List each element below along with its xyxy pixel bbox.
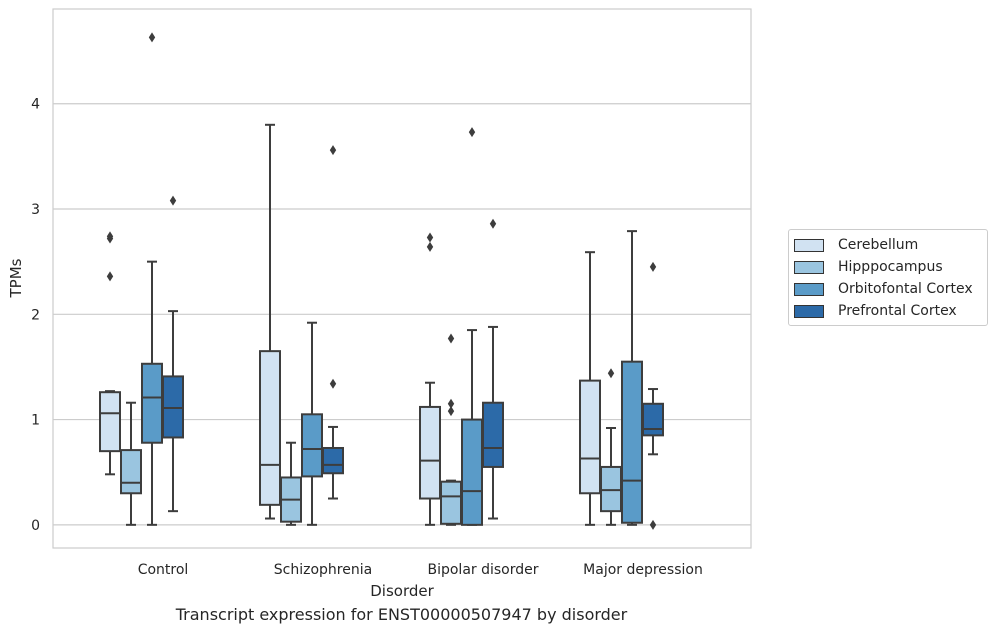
outlier-point <box>468 127 476 138</box>
x-tick-label: Major depression <box>583 562 703 578</box>
box-group <box>642 261 664 530</box>
legend-item-hippocampus: Hipppocampus <box>794 256 943 278</box>
box-iqr <box>579 379 601 495</box>
box-iqr <box>141 362 163 444</box>
box-group <box>99 231 121 476</box>
outlier-point <box>329 378 337 389</box>
outlier-point <box>489 218 497 229</box>
box-iqr <box>621 360 643 524</box>
box-iqr <box>482 401 504 468</box>
outlier-point <box>426 241 434 252</box>
box-group <box>600 368 622 526</box>
outlier-point <box>169 195 177 206</box>
box-group <box>461 127 483 526</box>
outlier-point <box>447 333 455 344</box>
box-group <box>579 251 601 526</box>
box-group <box>259 123 281 520</box>
outlier-point <box>447 406 455 417</box>
y-tick-label: 3 <box>31 202 40 218</box>
y-tick-label: 2 <box>31 307 40 323</box>
outlier-point <box>607 368 615 379</box>
boxes <box>99 32 664 530</box>
box-group <box>482 218 504 520</box>
legend-swatch-cerebellum <box>794 238 824 252</box>
y-tick-label: 0 <box>31 518 40 534</box>
box-iqr <box>419 405 441 500</box>
box-iqr <box>600 465 622 513</box>
y-tick-label: 1 <box>31 413 40 429</box>
legend-label: Cerebellum <box>838 237 919 253</box>
box-iqr <box>440 480 462 525</box>
legend-swatch-hippocampus <box>794 260 824 274</box>
x-tick-label: Bipolar disorder <box>427 562 538 578</box>
legend-label: Orbitofontal Cortex <box>838 281 973 297</box>
y-axis-ticks: 0 1 2 3 4 <box>31 97 40 534</box>
box-iqr <box>322 446 344 475</box>
box-group <box>162 195 184 513</box>
chart-caption: Transcript expression for ENST0000050794… <box>175 605 628 624</box>
box-group <box>120 401 142 526</box>
outlier-point <box>106 231 114 242</box>
x-tick-label: Schizophrenia <box>274 562 372 578</box>
outlier-point <box>426 232 434 243</box>
legend: Cerebellum Hipppocampus Orbitofontal Cor… <box>788 229 988 326</box>
box-iqr <box>461 418 483 526</box>
box-group <box>419 232 441 526</box>
x-axis-title: Disorder <box>370 582 434 600</box>
x-tick-label: Control <box>138 562 189 578</box>
outlier-point <box>106 271 114 282</box>
box-iqr <box>642 402 664 437</box>
outlier-point <box>148 32 156 43</box>
x-axis-ticks: Control Schizophrenia Bipolar disorder Majo… <box>138 562 703 578</box>
legend-item-cerebellum: Cerebellum <box>794 234 918 256</box>
legend-item-orbitofrontal: Orbitofontal Cortex <box>794 278 973 300</box>
box-group <box>280 441 302 526</box>
outlier-point <box>649 519 657 530</box>
box-iqr <box>120 449 142 495</box>
legend-label: Prefrontal Cortex <box>838 303 957 319</box>
outlier-point <box>329 145 337 156</box>
box-iqr <box>99 391 121 453</box>
legend-swatch-prefrontal <box>794 304 824 318</box>
box-iqr <box>162 375 184 439</box>
legend-swatch-orbitofrontal <box>794 282 824 296</box>
box-group <box>621 230 643 526</box>
legend-label: Hipppocampus <box>838 259 943 275</box>
box-iqr <box>301 413 323 478</box>
box-group <box>322 145 344 500</box>
box-group <box>301 321 323 526</box>
outlier-point <box>649 261 657 272</box>
plot-area <box>52 8 752 549</box>
box-iqr <box>259 350 281 506</box>
outlier-point <box>447 398 455 409</box>
y-tick-label: 4 <box>31 97 40 113</box>
y-axis-title: TPMs <box>7 258 25 298</box>
legend-item-prefrontal: Prefrontal Cortex <box>794 300 957 322</box>
box-group <box>440 333 462 526</box>
